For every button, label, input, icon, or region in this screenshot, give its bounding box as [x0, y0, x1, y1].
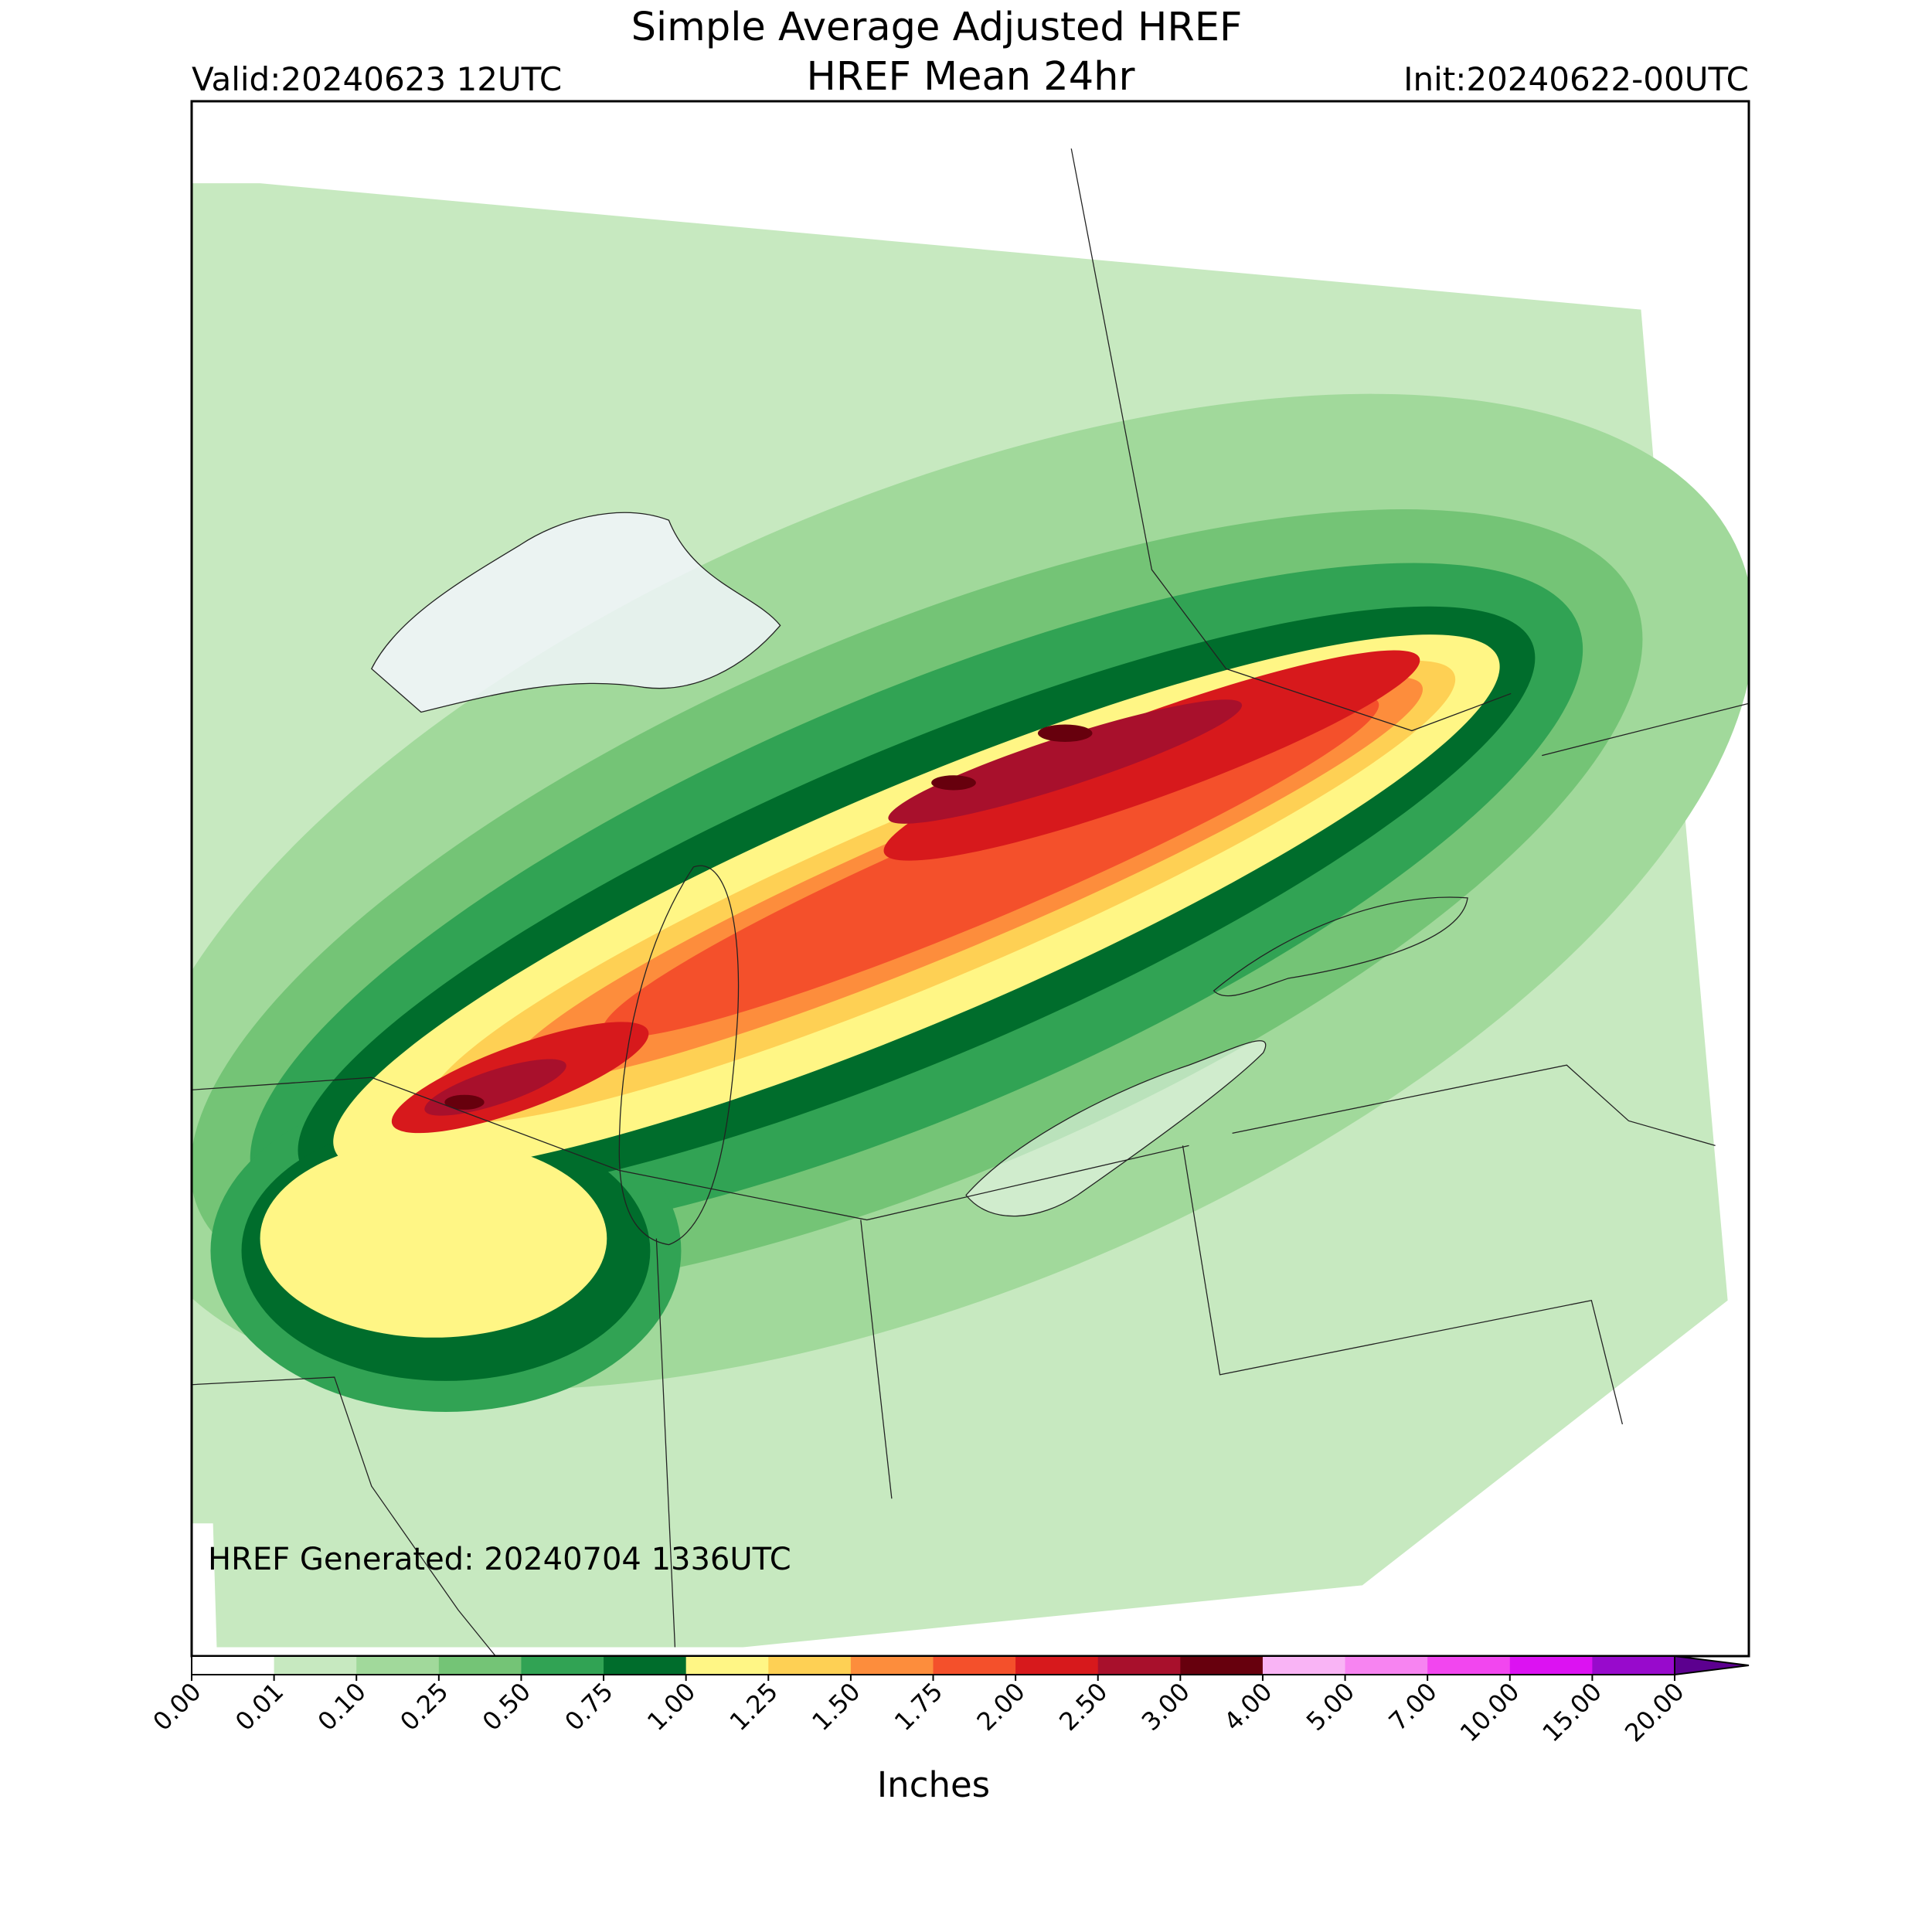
- colorbar-tick-label: 1.50: [806, 1677, 866, 1736]
- colorbar-tick-label: 15.00: [1536, 1677, 1607, 1748]
- precip-field: [192, 148, 1749, 1656]
- border: [1182, 1145, 1624, 1425]
- colorbar-tick-label: 0.10: [312, 1677, 372, 1736]
- colorbar-tick-label: 0.75: [559, 1677, 618, 1736]
- precip-area: [260, 1139, 607, 1338]
- lake: [965, 1040, 1267, 1217]
- colorbar-tick-label: 0.50: [477, 1677, 536, 1736]
- colorbar-segment: [192, 1656, 275, 1675]
- generated-note: HREF Generated: 20240704 1336UTC: [208, 1542, 791, 1577]
- colorbar-segment: [521, 1656, 604, 1675]
- colorbar-tick-label: 4.00: [1218, 1677, 1277, 1736]
- lake: [1213, 896, 1468, 997]
- colorbar-segment: [850, 1656, 934, 1675]
- colorbar-segment: [685, 1656, 769, 1675]
- colorbar-tick-label: 1.75: [889, 1677, 948, 1736]
- colorbar-segment: [1180, 1656, 1264, 1675]
- precip-area: [931, 775, 976, 791]
- lake: [370, 512, 781, 713]
- precip-area: [888, 699, 1243, 824]
- colorbar-segment: [1427, 1656, 1511, 1675]
- colorbar-segment: [438, 1656, 522, 1675]
- border: [1542, 702, 1749, 757]
- colorbar-label: Inches: [877, 1764, 990, 1805]
- lake: [618, 865, 740, 1246]
- colorbar-tick-label: 0.00: [147, 1677, 206, 1736]
- colorbar-segment: [1509, 1656, 1593, 1675]
- map: HREF Generated: 20240704 1336UTC: [192, 148, 1749, 1656]
- border: [1232, 1064, 1716, 1147]
- colorbar-tick-label: 7.00: [1383, 1677, 1443, 1736]
- colorbar-segment: [1345, 1656, 1428, 1675]
- colorbar-segment: [1015, 1656, 1099, 1675]
- title-line: Simple Average Adjusted HREF: [631, 5, 1243, 50]
- colorbar-segment: [768, 1656, 852, 1675]
- colorbar-tick-label: 20.00: [1619, 1677, 1690, 1748]
- colorbar-segment: [1097, 1656, 1181, 1675]
- colorbar-segment: [274, 1656, 357, 1675]
- colorbar-segment: [604, 1656, 687, 1675]
- colorbar-tick-label: 2.00: [971, 1677, 1031, 1736]
- border: [192, 1077, 1189, 1221]
- border: [1070, 148, 1512, 732]
- colorbar-tick-label: 1.25: [724, 1677, 784, 1736]
- colorbar-segment: [933, 1656, 1016, 1675]
- colorbar-segment: [1592, 1656, 1675, 1675]
- border: [860, 1219, 893, 1499]
- precip-area: [444, 1094, 485, 1110]
- precip-area: [1037, 724, 1093, 742]
- colorbar-tick-label: 2.50: [1053, 1677, 1113, 1736]
- border: [192, 1376, 496, 1656]
- init-time: Init:20240622-00UTC: [1403, 60, 1749, 98]
- valid-time: Valid:20240623 12UTC: [192, 60, 562, 98]
- colorbar-tick-label: 1.00: [641, 1677, 701, 1736]
- colorbar-segment: [356, 1656, 440, 1675]
- colorbar-segment: [1262, 1656, 1346, 1675]
- colorbar-tick-label: 10.00: [1454, 1677, 1526, 1748]
- colorbar-tick-label: 5.00: [1301, 1677, 1360, 1736]
- title-line: HREF Mean 24hr: [807, 54, 1135, 100]
- colorbar-tick-label: 0.25: [394, 1677, 454, 1736]
- colorbar-tick-label: 3.00: [1136, 1677, 1196, 1736]
- border: [655, 1238, 676, 1648]
- colorbar: 0.00 0.01 0.10 0.25 0.50 0.75 1.00 1.25 1.50 1.75…: [147, 1655, 1750, 1748]
- colorbar-tick-label: 0.01: [230, 1677, 289, 1736]
- colorbar-extension: [1674, 1655, 1750, 1676]
